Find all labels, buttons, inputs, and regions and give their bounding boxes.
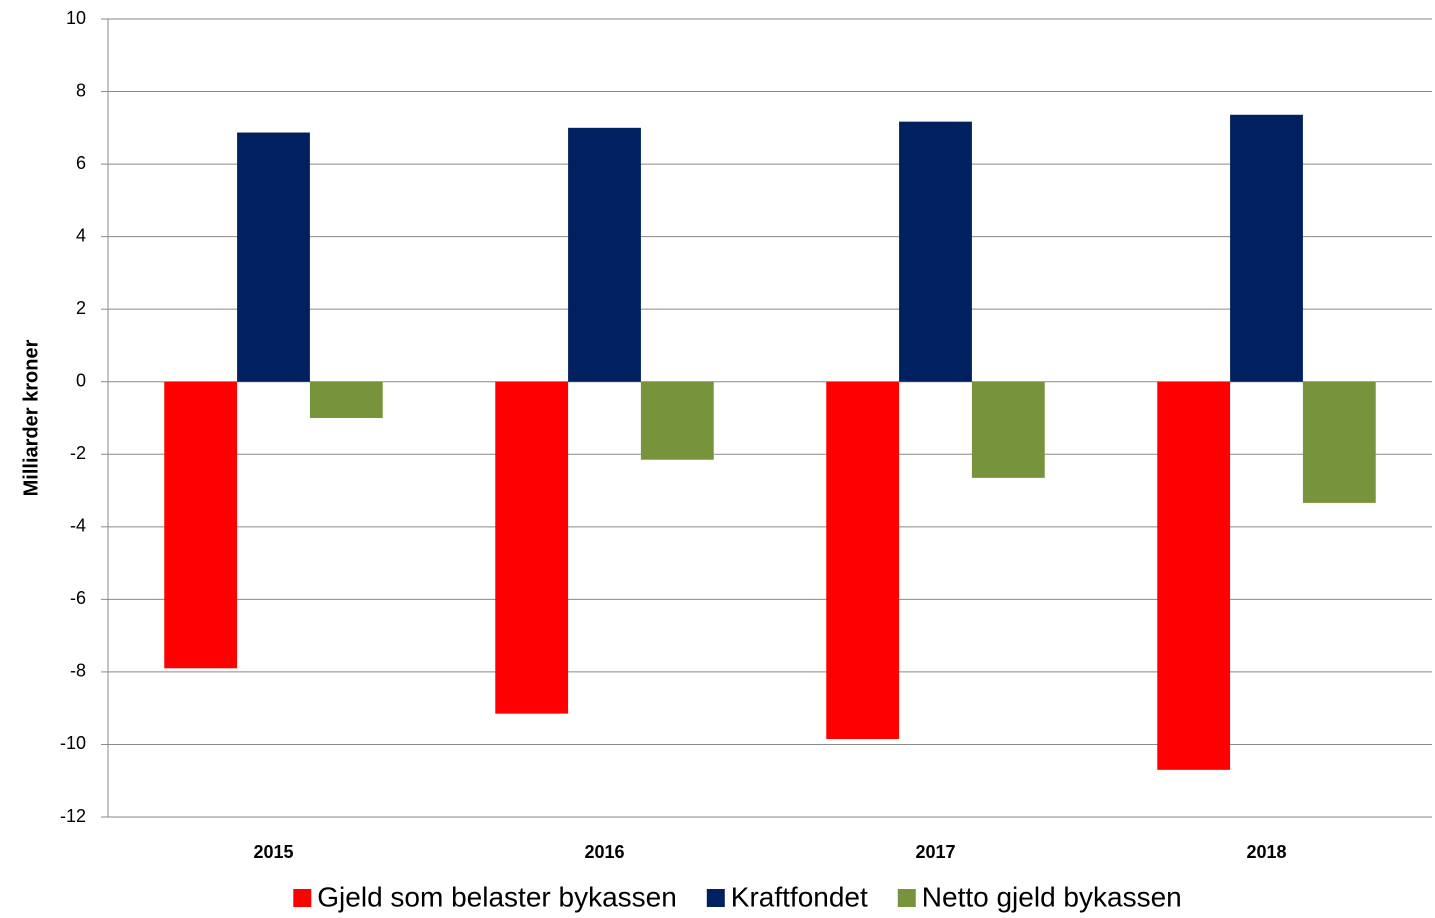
y-tick-label: -10 (60, 733, 86, 753)
y-tick-label: 8 (76, 80, 86, 100)
y-tick-label: 6 (76, 153, 86, 173)
x-tick-label: 2018 (1246, 842, 1286, 862)
x-tick-label: 2016 (584, 842, 624, 862)
bar (899, 121, 972, 382)
y-tick-label: 2 (76, 298, 86, 318)
bar (1302, 381, 1376, 503)
bar (826, 381, 900, 740)
bar (237, 132, 310, 382)
y-tick-label: 4 (76, 225, 86, 245)
legend-swatch (897, 889, 916, 907)
y-tick-label: 0 (76, 370, 86, 390)
legend-label: Gjeld som belaster bykassen (317, 881, 677, 912)
legend-swatch (706, 889, 725, 907)
legend-label: Netto gjeld bykassen (922, 881, 1182, 912)
y-axis-label: Milliarder kroner (20, 339, 42, 496)
bar (495, 381, 569, 714)
y-tick-label: -4 (70, 516, 86, 536)
y-tick-label: -12 (60, 806, 86, 826)
bar (1230, 114, 1303, 382)
y-tick-label: -2 (70, 443, 86, 463)
bar (640, 381, 714, 460)
bar (971, 381, 1045, 478)
y-tick-label: -8 (70, 661, 86, 681)
bar (164, 381, 238, 669)
y-tick-label: 10 (66, 8, 86, 28)
x-tick-label: 2017 (915, 842, 955, 862)
bar (1157, 381, 1231, 770)
bar (309, 381, 383, 418)
bar (568, 127, 641, 382)
y-tick-label: -6 (70, 588, 86, 608)
x-tick-label: 2015 (253, 842, 293, 862)
legend-swatch (293, 889, 312, 907)
legend-label: Kraftfondet (731, 881, 868, 912)
